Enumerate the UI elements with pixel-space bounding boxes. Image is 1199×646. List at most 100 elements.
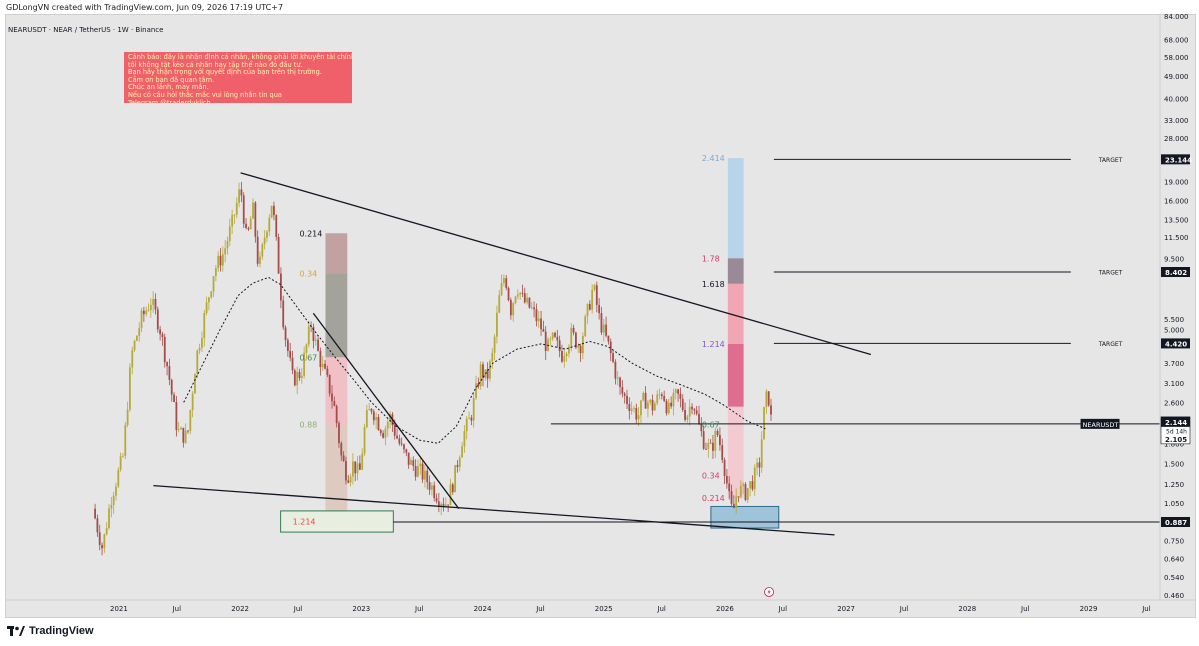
candle-body	[161, 334, 164, 337]
price-axis-tick: 3.100	[1164, 380, 1184, 388]
candle-body	[544, 331, 547, 351]
fib-right-label: 0.34	[702, 471, 720, 480]
time-axis-tick: Jul	[172, 605, 182, 613]
fib-zone-right-blue	[727, 158, 744, 259]
candle-body	[670, 402, 673, 407]
candle-body	[335, 405, 338, 424]
candle-body	[224, 248, 227, 255]
candle-body	[514, 296, 517, 303]
candle-body	[384, 428, 387, 438]
candle-body	[126, 409, 129, 425]
candle-body	[328, 374, 331, 394]
candle-body	[207, 297, 210, 303]
candle-body	[719, 434, 721, 446]
candle-body	[419, 463, 422, 467]
price-axis-tick: 5.500	[1164, 316, 1184, 324]
candle-body	[437, 501, 440, 507]
fib-zone-left-top	[325, 233, 348, 274]
candle-body	[221, 254, 224, 266]
chart-canvas[interactable]: TARGET 23.144 TARGET 8.402 TARGET 4.420 0.214 0…	[5, 14, 1196, 618]
price-axis-tick: 0.540	[1164, 574, 1184, 582]
candle-body	[349, 476, 352, 483]
candle-body	[700, 424, 703, 432]
time-axis-tick: Jul	[1141, 605, 1151, 613]
time-axis-tick: 2021	[110, 605, 128, 613]
fib-right-label: 0.67	[702, 421, 720, 430]
candle-body	[403, 444, 405, 450]
descending-resistance-line[interactable]	[240, 172, 872, 356]
candle-body	[751, 481, 754, 490]
candle-body	[196, 350, 199, 375]
candle-body	[489, 361, 491, 379]
candle-body	[486, 369, 489, 379]
target-label: TARGET	[1098, 269, 1123, 276]
candle-body	[526, 297, 529, 303]
candle-body	[298, 371, 301, 379]
price-axis-tick: 1.800	[1164, 440, 1184, 448]
candle-body	[379, 430, 382, 434]
candle-body	[191, 393, 194, 411]
candle-body	[414, 466, 417, 477]
time-axis-tick: 2028	[958, 605, 976, 613]
candle-body	[770, 405, 772, 415]
candle-body	[361, 453, 364, 470]
downtrend-breakout-line[interactable]	[312, 312, 460, 510]
candle-body	[730, 491, 733, 504]
candle-body	[563, 356, 566, 362]
fib-right-label: 1.78	[702, 254, 720, 263]
candle-body	[156, 309, 159, 330]
fib-zone-left-low	[325, 424, 348, 522]
tradingview-brand-text: TradingView	[29, 625, 94, 637]
candle-body	[396, 435, 398, 439]
candle-body	[245, 223, 247, 229]
candle-body	[698, 413, 700, 425]
price-axis-tick: 33.000	[1164, 117, 1189, 125]
price-axis-tick: 2.600	[1164, 399, 1184, 407]
candle-body	[575, 332, 577, 348]
candle-body	[614, 361, 617, 379]
candle-body	[198, 347, 201, 351]
tradingview-logo[interactable]: TradingView	[7, 625, 94, 637]
candle-body	[470, 417, 473, 421]
descending-support-line[interactable]	[153, 484, 835, 536]
candle-body	[296, 371, 299, 386]
support-box-right	[710, 505, 780, 529]
candle-body	[684, 409, 686, 420]
last-price-value: 2.144	[1165, 419, 1187, 427]
fib-right-label: 0.214	[702, 494, 725, 503]
candle-body	[444, 504, 447, 506]
candle-body	[482, 364, 484, 378]
candle-body	[321, 363, 324, 368]
candle-body	[203, 312, 206, 339]
candle-body	[626, 395, 628, 405]
candle-body	[286, 340, 289, 352]
candle-body	[465, 418, 468, 432]
candle-body	[442, 503, 445, 506]
candle-body	[110, 504, 113, 509]
candle-body	[533, 307, 535, 310]
candle-body	[210, 291, 213, 298]
candle-body	[117, 469, 120, 487]
candle-body	[519, 292, 522, 295]
price-axis-tick: 13.500	[1164, 216, 1189, 224]
candle-body	[640, 400, 642, 416]
fib-left-label: 0.88	[299, 421, 317, 430]
candle-body	[667, 402, 670, 414]
candle-body	[145, 310, 148, 315]
candle-body	[247, 228, 250, 230]
candle-body	[377, 417, 380, 431]
candle-body	[170, 379, 173, 395]
candle-body	[184, 430, 187, 443]
chart-title: NEARUSDT · NEAR / TetherUS · 1W · Binanc…	[8, 26, 163, 34]
candle-body	[716, 430, 719, 435]
candle-body	[688, 406, 691, 417]
price-axis-tick: 19.000	[1164, 178, 1189, 186]
candle-body	[447, 504, 450, 506]
target-price-value: 8.402	[1165, 269, 1187, 277]
candle-body	[372, 411, 375, 421]
candle-body	[233, 214, 236, 216]
candle-body	[763, 406, 765, 440]
candle-body	[135, 335, 138, 341]
candle-body	[621, 386, 624, 394]
candle-body	[314, 339, 317, 341]
